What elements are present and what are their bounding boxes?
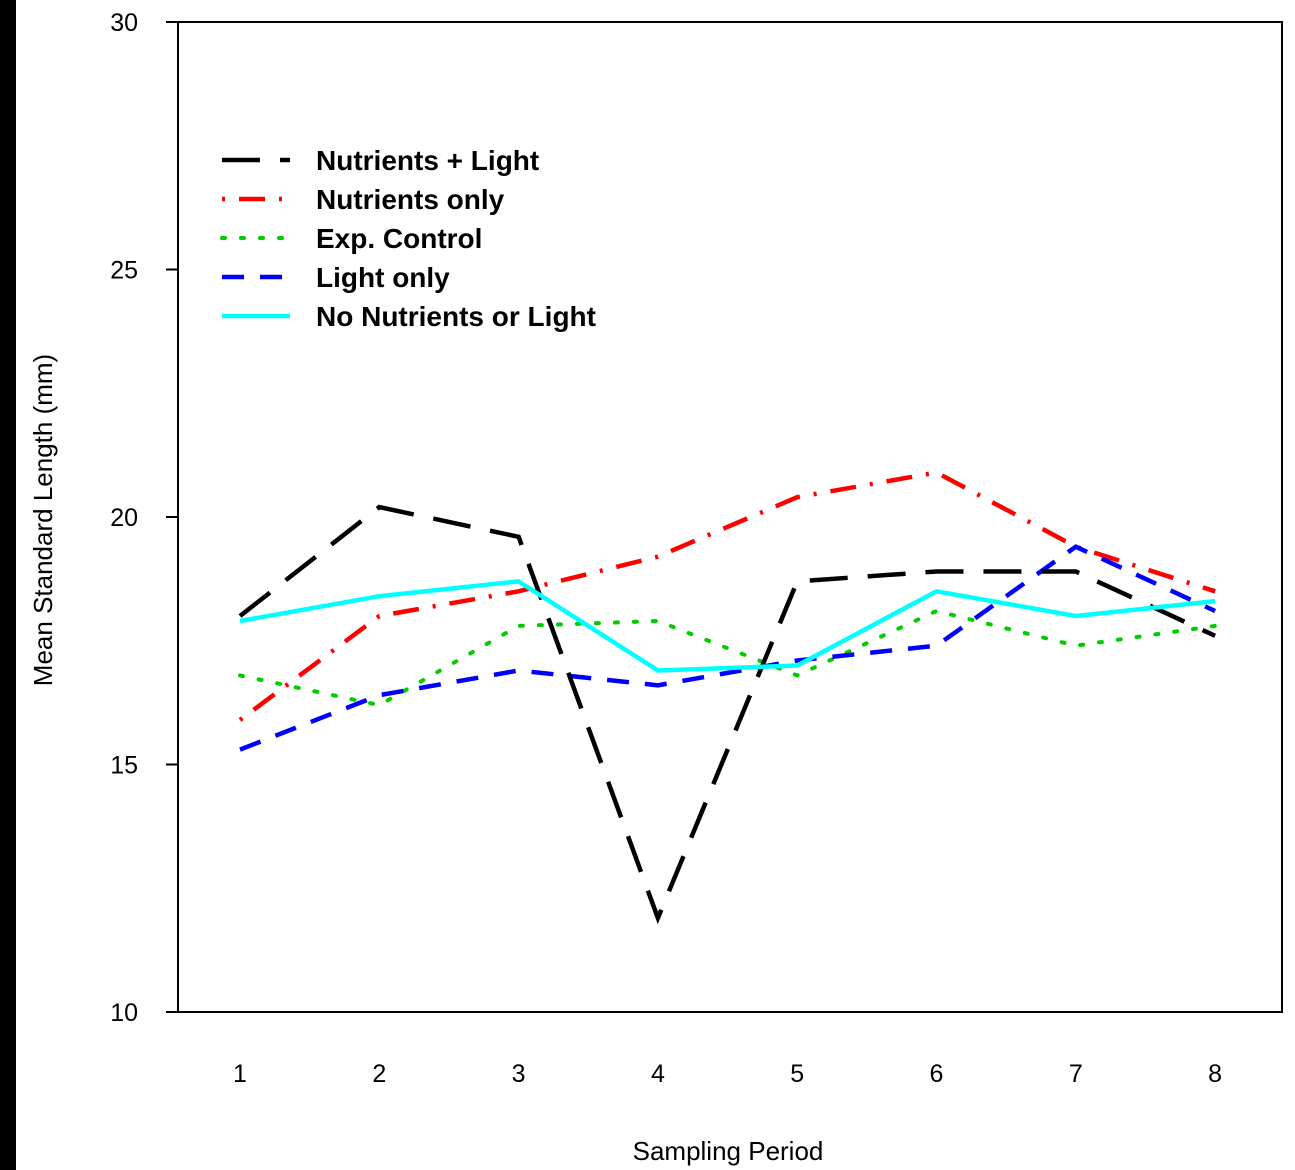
legend-label-3: Exp. Control <box>316 223 482 254</box>
x-tick-label: 4 <box>651 1060 665 1088</box>
legend-label-1: Nutrients + Light <box>316 145 539 176</box>
series-line-5 <box>239 579 1216 673</box>
y-tick-label: 25 <box>110 257 138 285</box>
x-tick-label: 3 <box>512 1060 526 1088</box>
series-line-2 <box>238 470 1216 722</box>
x-tick-label: 6 <box>930 1060 944 1088</box>
x-tick-label: 2 <box>372 1060 386 1088</box>
legend: Nutrients + Light Nutrients only Exp. Cont… <box>220 145 596 332</box>
x-axis: 1 2 3 4 5 6 7 8 <box>233 1060 1222 1088</box>
x-tick-label: 7 <box>1069 1060 1083 1088</box>
y-axis-label: Mean Standard Length (mm) <box>28 354 58 686</box>
series-line-1 <box>238 504 1217 925</box>
series-layer <box>238 470 1218 925</box>
y-tick-label: 30 <box>110 9 138 37</box>
y-tick-label: 15 <box>110 752 138 780</box>
legend-label-5: No Nutrients or Light <box>316 301 596 332</box>
x-tick-label: 5 <box>790 1060 804 1088</box>
y-tick-label: 20 <box>110 504 138 532</box>
series-line-3 <box>238 608 1218 708</box>
legend-label-4: Light only <box>316 262 450 293</box>
y-axis: 10 15 20 25 30 <box>110 9 178 1027</box>
x-tick-label: 8 <box>1208 1060 1222 1088</box>
x-tick-label: 1 <box>233 1060 247 1088</box>
y-tick-label: 10 <box>110 999 138 1027</box>
legend-label-2: Nutrients only <box>316 184 505 215</box>
left-border-bar <box>0 0 16 1170</box>
x-axis-label: Sampling Period <box>633 1136 824 1166</box>
series-line-4 <box>239 544 1217 752</box>
